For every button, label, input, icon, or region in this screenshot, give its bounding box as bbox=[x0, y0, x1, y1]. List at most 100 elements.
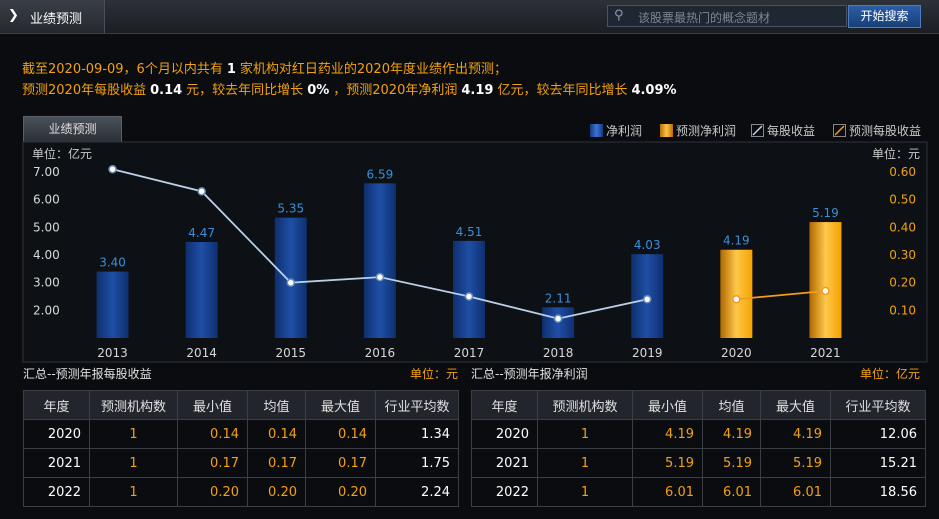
x-axis-tick-label: 2015 bbox=[276, 346, 307, 360]
summary-text: 截至2020-09-09，6个月以内共有 bbox=[22, 62, 223, 77]
bar-value-label: 4.47 bbox=[188, 226, 215, 240]
forecast-net-profit-bar bbox=[809, 222, 842, 338]
cell-industry-avg: 12.06 bbox=[830, 419, 926, 449]
cell-count: 1 bbox=[537, 477, 633, 507]
left-axis-tick-label: 6.00 bbox=[33, 193, 60, 207]
cell-industry-avg: 15.21 bbox=[830, 448, 926, 478]
left-axis-tick-label: 3.00 bbox=[33, 276, 60, 290]
summary-line-2: 预测2020年每股收益 0.14 元，较去年同比增长 0% ，预测2020年净利润 4.1… bbox=[22, 79, 681, 98]
x-axis-tick-label: 2014 bbox=[186, 346, 217, 360]
bar-value-label: 4.19 bbox=[723, 234, 750, 248]
cell-mean: 5.19 bbox=[702, 448, 761, 478]
bar-value-label: 2.11 bbox=[545, 291, 572, 305]
col-header: 行业平均数 bbox=[375, 390, 459, 420]
cell-industry-avg: 1.75 bbox=[375, 448, 459, 478]
legend-swatch-eps bbox=[751, 124, 764, 137]
col-header: 均值 bbox=[247, 390, 306, 420]
cell-industry-avg: 1.34 bbox=[375, 419, 459, 449]
forecast-eps-point bbox=[732, 295, 741, 304]
forecast-eps-point bbox=[821, 286, 830, 296]
np-table-title: 汇总--预测年报净利润 bbox=[471, 367, 588, 381]
legend-label: 预测净利润 bbox=[676, 124, 737, 138]
table-row: 2022 1 0.20 0.20 0.20 2.24 bbox=[23, 477, 459, 507]
left-axis-tick-label: 7.00 bbox=[33, 165, 60, 179]
section-tab-forecast[interactable]: ❯ 业绩预测 bbox=[0, 0, 105, 33]
eps-table-unit: 单位：元 bbox=[410, 367, 459, 381]
net-profit-bar bbox=[96, 271, 129, 338]
cell-count: 1 bbox=[89, 477, 178, 507]
cell-industry-avg: 2.24 bbox=[375, 477, 459, 507]
x-axis-tick-label: 2016 bbox=[365, 346, 396, 360]
cell-min: 5.19 bbox=[632, 448, 703, 478]
table-row: 2022 1 6.01 6.01 6.01 18.56 bbox=[471, 477, 926, 507]
col-header: 最大值 bbox=[760, 390, 831, 420]
forecast-net-profit-value: 4.19 bbox=[461, 83, 494, 98]
eps-forecast-table: 年度 预测机构数 最小值 均值 最大值 行业平均数 2020 1 0.14 0.… bbox=[23, 390, 459, 507]
col-header: 最小值 bbox=[632, 390, 703, 420]
left-axis-tick-label: 2.00 bbox=[33, 303, 60, 317]
legend-forecast-eps[interactable]: 预测每股收益 bbox=[833, 122, 921, 139]
net-profit-bar bbox=[453, 240, 485, 338]
net-profit-bar bbox=[274, 217, 307, 338]
cell-count: 1 bbox=[89, 419, 178, 449]
x-axis-tick-label: 2017 bbox=[454, 346, 485, 360]
legend-label: 每股收益 bbox=[767, 124, 816, 138]
col-header: 最小值 bbox=[177, 390, 248, 420]
legend-eps[interactable]: 每股收益 bbox=[751, 122, 815, 139]
top-bar: ❯ 业绩预测 ⚲ 该股票最热门的概念题材 开始搜索 bbox=[0, 0, 939, 34]
right-axis-tick-label: 0.30 bbox=[889, 248, 916, 262]
summary-text: 家机构对红日药业的2020年度业绩作出预测； bbox=[239, 62, 507, 77]
legend-swatch-net-profit bbox=[590, 124, 603, 137]
left-axis-tick-label: 5.00 bbox=[33, 220, 60, 234]
right-axis-tick-label: 0.10 bbox=[889, 303, 916, 317]
chevron-right-icon: ❯ bbox=[8, 8, 19, 23]
cell-year: 2020 bbox=[23, 419, 90, 449]
institution-count: 1 bbox=[226, 62, 236, 77]
right-axis-tick-label: 0.60 bbox=[889, 165, 916, 179]
x-axis-tick-label: 2013 bbox=[97, 346, 128, 360]
cell-mean: 4.19 bbox=[702, 419, 761, 449]
cell-year: 2022 bbox=[23, 477, 90, 507]
right-axis-tick-label: 0.50 bbox=[889, 193, 916, 207]
legend-net-profit[interactable]: 净利润 bbox=[590, 122, 642, 139]
left-axis-tick-label: 4.00 bbox=[33, 248, 60, 262]
legend-forecast-net-profit[interactable]: 预测净利润 bbox=[660, 122, 736, 139]
cell-max: 4.19 bbox=[760, 419, 831, 449]
search-input[interactable]: ⚲ 该股票最热门的概念题材 bbox=[607, 5, 847, 27]
eps-point bbox=[642, 295, 652, 304]
cell-industry-avg: 18.56 bbox=[830, 477, 926, 507]
chart-tab-forecast[interactable]: 业绩预测 bbox=[23, 116, 122, 142]
net-profit-growth-value: 4.09% bbox=[631, 83, 677, 98]
net-profit-bar bbox=[185, 241, 218, 338]
cell-max: 0.20 bbox=[305, 477, 376, 507]
search-button[interactable]: 开始搜索 bbox=[848, 5, 921, 28]
x-axis-tick-label: 2019 bbox=[632, 346, 663, 360]
bar-value-label: 5.19 bbox=[812, 206, 839, 220]
summary-text: 亿元，较去年同比增长 bbox=[497, 83, 628, 98]
col-header: 行业平均数 bbox=[830, 390, 926, 420]
cell-min: 6.01 bbox=[632, 477, 703, 507]
forecast-net-profit-bar bbox=[720, 249, 753, 338]
cell-mean: 0.17 bbox=[247, 448, 306, 478]
cell-min: 0.17 bbox=[177, 448, 248, 478]
col-header: 年度 bbox=[471, 390, 538, 420]
eps-point bbox=[108, 164, 117, 174]
right-axis-tick-label: 0.20 bbox=[889, 276, 916, 290]
eps-point bbox=[553, 314, 563, 323]
summary-text: 预测2020年每股收益 bbox=[22, 83, 147, 98]
cell-min: 4.19 bbox=[632, 419, 703, 449]
legend-swatch-forecast-eps bbox=[833, 124, 846, 137]
search-placeholder: 该股票最热门的概念题材 bbox=[638, 11, 771, 25]
legend-label: 净利润 bbox=[606, 124, 643, 138]
cell-year: 2020 bbox=[471, 419, 538, 449]
table-row: 2021 1 5.19 5.19 5.19 15.21 bbox=[471, 448, 926, 478]
right-axis-unit: 单位：元 bbox=[872, 146, 920, 161]
col-header: 年度 bbox=[23, 390, 90, 420]
net-profit-forecast-table: 年度 预测机构数 最小值 均值 最大值 行业平均数 2020 1 4.19 4.… bbox=[471, 390, 926, 507]
col-header: 最大值 bbox=[305, 390, 376, 420]
cell-year: 2021 bbox=[471, 448, 538, 478]
cell-min: 0.14 bbox=[177, 419, 248, 449]
bar-value-label: 3.40 bbox=[99, 256, 126, 270]
x-axis-tick-label: 2021 bbox=[810, 346, 841, 360]
legend-swatch-forecast-net-profit bbox=[660, 124, 673, 137]
